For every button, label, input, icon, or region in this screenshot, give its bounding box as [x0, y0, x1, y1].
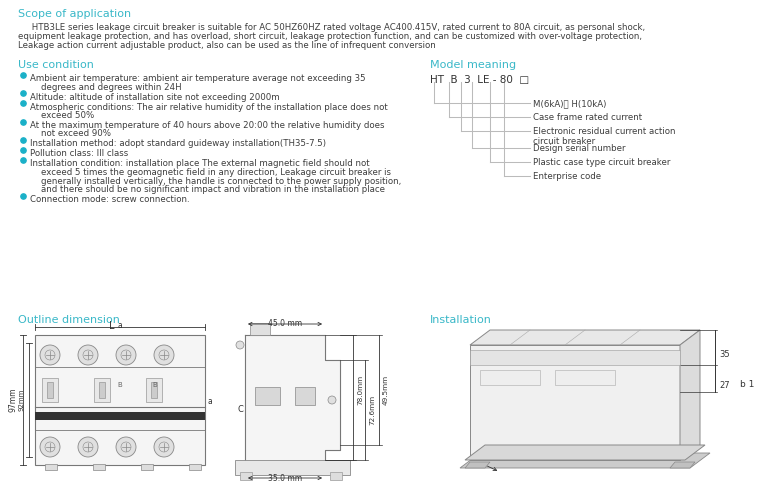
Circle shape: [78, 345, 98, 365]
Bar: [255, 387, 280, 405]
Text: Leakage action current adjustable product, also can be used as the line of infre: Leakage action current adjustable produc…: [18, 41, 436, 50]
Bar: [555, 370, 615, 385]
Text: 72.6mm: 72.6mm: [369, 395, 375, 425]
Text: HTB3LE series leakage circuit breaker is suitable for AC 50HZ60HZ rated voltage : HTB3LE series leakage circuit breaker is…: [18, 23, 645, 32]
Polygon shape: [465, 462, 490, 468]
Text: Case frame rated current: Case frame rated current: [533, 113, 642, 122]
Bar: [141, 464, 153, 470]
Circle shape: [154, 437, 174, 457]
Polygon shape: [465, 445, 705, 460]
Bar: [146, 378, 162, 402]
Text: Design serial number: Design serial number: [533, 144, 626, 153]
Polygon shape: [680, 330, 700, 460]
Text: degrees and degrees within 24H: degrees and degrees within 24H: [30, 83, 182, 91]
Text: 49.5mm: 49.5mm: [383, 375, 389, 405]
Text: Altitude: altitude of installation site not exceeding 2000m: Altitude: altitude of installation site …: [30, 92, 279, 101]
Text: Connection mode: screw connection.: Connection mode: screw connection.: [30, 195, 189, 204]
Polygon shape: [470, 345, 680, 460]
Bar: [42, 378, 58, 402]
Text: Model meaning: Model meaning: [430, 60, 516, 70]
Text: At the maximum temperature of 40 hours above 20:00 the relative humidity does: At the maximum temperature of 40 hours a…: [30, 121, 384, 130]
Text: B: B: [118, 382, 123, 388]
Bar: [47, 382, 53, 398]
Text: Installation condition: installation place The external magnetic field should no: Installation condition: installation pla…: [30, 160, 370, 168]
Text: Installation: Installation: [430, 315, 492, 325]
Text: Atmospheric conditions: The air relative humidity of the installation place does: Atmospheric conditions: The air relative…: [30, 102, 388, 111]
Circle shape: [116, 345, 136, 365]
Text: Scope of application: Scope of application: [18, 9, 131, 19]
Text: L: L: [110, 321, 115, 331]
Text: exceed 50%: exceed 50%: [30, 111, 94, 120]
Circle shape: [78, 437, 98, 457]
Circle shape: [328, 396, 336, 404]
Circle shape: [154, 345, 174, 365]
Text: Plastic case type circuit breaker: Plastic case type circuit breaker: [533, 158, 670, 167]
Text: Enterprise code: Enterprise code: [533, 172, 601, 181]
Text: a: a: [118, 321, 123, 330]
Bar: [240, 472, 252, 480]
Bar: [99, 382, 105, 398]
Circle shape: [40, 345, 60, 365]
Bar: [45, 464, 57, 470]
Bar: [189, 464, 201, 470]
Text: equipment leakage protection, and has overload, short circuit, leakage protectio: equipment leakage protection, and has ov…: [18, 32, 642, 41]
Text: 45.0 mm: 45.0 mm: [268, 319, 302, 328]
Text: and there should be no significant impact and vibration in the installation plac: and there should be no significant impac…: [30, 185, 385, 194]
Bar: [295, 387, 315, 405]
Bar: [470, 350, 680, 365]
Polygon shape: [245, 335, 340, 470]
Text: Pollution class: III class: Pollution class: III class: [30, 150, 129, 159]
Text: 35: 35: [719, 350, 730, 359]
Bar: [93, 464, 105, 470]
Circle shape: [116, 437, 136, 457]
Bar: [151, 382, 157, 398]
Circle shape: [40, 437, 60, 457]
Polygon shape: [670, 462, 695, 468]
Text: Electronic residual current action
circuit breaker: Electronic residual current action circu…: [533, 127, 676, 147]
Text: exceed 5 times the geomagnetic field in any direction, Leakage circuit breaker i: exceed 5 times the geomagnetic field in …: [30, 168, 391, 177]
Text: 35.0 mm: 35.0 mm: [268, 474, 302, 483]
Text: not exceed 90%: not exceed 90%: [30, 130, 111, 139]
Bar: [250, 323, 270, 335]
Text: B: B: [153, 382, 158, 388]
Bar: [94, 378, 110, 402]
Text: C: C: [237, 405, 243, 414]
Text: generally installed vertically, the handle is connected to the power supply posi: generally installed vertically, the hand…: [30, 176, 401, 185]
Text: M(6kA)； H(10kA): M(6kA)； H(10kA): [533, 99, 607, 108]
Text: 78.0mm: 78.0mm: [357, 375, 363, 405]
Text: a: a: [208, 397, 213, 406]
Circle shape: [236, 341, 244, 349]
Text: 27: 27: [719, 381, 730, 390]
Text: Outline dimension: Outline dimension: [18, 315, 120, 325]
Bar: [330, 472, 342, 480]
Polygon shape: [460, 453, 710, 468]
Text: Ambient air temperature: ambient air temperature average not exceeding 35: Ambient air temperature: ambient air tem…: [30, 74, 365, 83]
Text: HT  B  3  LE - 80  □: HT B 3 LE - 80 □: [430, 75, 529, 85]
Bar: [235, 460, 350, 475]
Text: Installation method: adopt standard guideway installation(TH35-7.5): Installation method: adopt standard guid…: [30, 140, 326, 149]
Text: 92mm: 92mm: [18, 389, 24, 411]
Polygon shape: [470, 330, 700, 345]
Bar: [35, 412, 205, 420]
Text: b 1: b 1: [740, 380, 754, 389]
Bar: [480, 370, 540, 385]
Text: 97mm: 97mm: [8, 388, 18, 412]
Text: Use condition: Use condition: [18, 60, 94, 70]
Bar: [35, 335, 205, 465]
